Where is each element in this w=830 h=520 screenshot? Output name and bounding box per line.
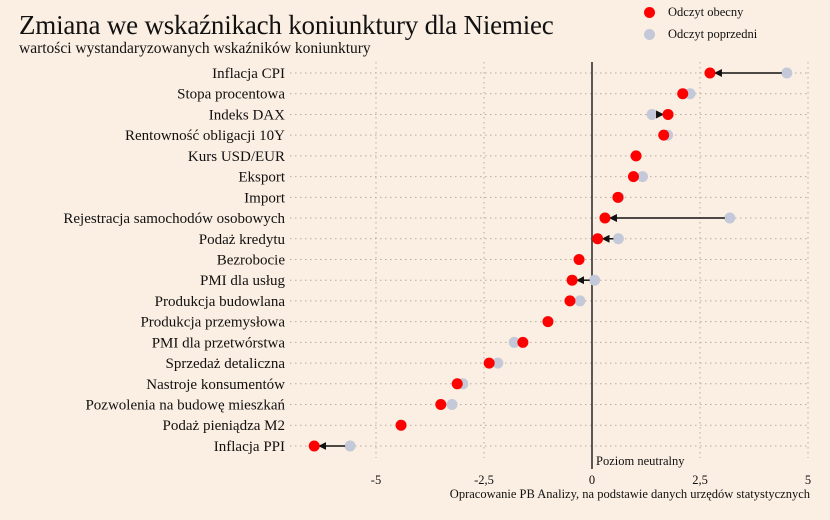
- category-label: Inflacja PPI: [214, 439, 285, 455]
- x-tick-label: 5: [805, 473, 811, 487]
- category-label: Sprzedaż detaliczna: [165, 356, 285, 372]
- legend-label-current: Odczyt obecny: [668, 5, 744, 19]
- dot-current: [630, 150, 642, 162]
- category-label: Kurs USD/EUR: [188, 149, 285, 165]
- category-labels: Inflacja CPI Stopa procentowa Indeks DAX Re…: [63, 66, 285, 455]
- dot-current: [566, 274, 578, 286]
- dot-current: [435, 399, 447, 411]
- category-label: Stopa procentowa: [177, 87, 285, 103]
- dot-previous: [589, 274, 601, 286]
- dot-previous: [637, 171, 649, 183]
- dot-current: [395, 419, 407, 431]
- reference-line-group: Poziom neutralny: [591, 62, 685, 469]
- category-label: Import: [244, 190, 286, 206]
- x-tick-label: 2,5: [692, 473, 708, 487]
- dot-current: [592, 233, 604, 245]
- category-label: Podaż pieniądza M2: [163, 418, 285, 434]
- dot-current: [451, 378, 463, 390]
- dot-previous: [612, 233, 624, 245]
- legend-label-previous: Odczyt poprzedni: [668, 27, 758, 41]
- dot-current: [542, 316, 554, 328]
- category-label: Indeks DAX: [209, 107, 285, 123]
- category-label: Produkcja przemysłowa: [140, 315, 285, 331]
- dot-previous: [646, 108, 658, 120]
- category-label: Rentowność obligacji 10Y: [125, 128, 285, 144]
- dot-current: [483, 357, 495, 369]
- dot-current: [573, 253, 585, 265]
- dot-current: [564, 295, 576, 307]
- legend-dot-previous: [644, 29, 655, 40]
- category-label: Bezrobocie: [217, 252, 286, 268]
- dot-current: [612, 191, 624, 203]
- legend-item-current: Odczyt obecny: [642, 4, 757, 26]
- dot-current: [677, 88, 689, 100]
- dot-current: [517, 336, 529, 348]
- x-axis-ticks: -5 -2,5 0 2,5 5: [371, 473, 811, 487]
- source-note: Opracowanie PB Analizy, na podstawie dan…: [450, 487, 811, 501]
- legend-dot-current: [644, 7, 655, 18]
- category-label: PMI dla usług: [200, 273, 286, 289]
- category-label: Pozwolenia na budowę mieszkań: [85, 398, 285, 414]
- dot-current: [658, 129, 670, 141]
- dot-previous: [508, 336, 520, 348]
- dot-current: [627, 171, 639, 183]
- dot-previous: [446, 399, 458, 411]
- dot-previous: [781, 67, 793, 79]
- dot-previous: [724, 212, 736, 224]
- dot-current: [704, 67, 716, 79]
- x-tick-label: 0: [589, 473, 595, 487]
- x-tick-label: -5: [371, 473, 381, 487]
- dot-current: [308, 440, 320, 452]
- dot-current: [662, 108, 674, 120]
- category-label: Podaż kredytu: [199, 232, 286, 248]
- dot-previous: [574, 295, 586, 307]
- category-label: Eksport: [238, 170, 285, 186]
- legend: Odczyt obecny Odczyt poprzedni: [642, 4, 757, 48]
- marks: [308, 67, 793, 452]
- category-label: PMI dla przetwórstwa: [152, 335, 286, 351]
- dot-previous: [344, 440, 356, 452]
- dot-previous: [492, 357, 504, 369]
- legend-item-previous: Odczyt poprzedni: [642, 26, 757, 48]
- grid: [290, 62, 809, 458]
- category-label: Rejestracja samochodów osobowych: [63, 211, 285, 227]
- category-label: Inflacja CPI: [212, 66, 285, 82]
- category-label: Nastroje konsumentów: [146, 377, 285, 393]
- dot-current: [599, 212, 611, 224]
- chart-title: Zmiana we wskaźnikach koniunktury dla Ni…: [19, 10, 554, 40]
- category-label: Produkcja budowlana: [155, 294, 286, 310]
- chart-subtitle: wartości wystandaryzowanych wskaźników k…: [19, 40, 371, 57]
- reference-line-label: Poziom neutralny: [596, 454, 685, 468]
- x-tick-label: -2,5: [474, 473, 494, 487]
